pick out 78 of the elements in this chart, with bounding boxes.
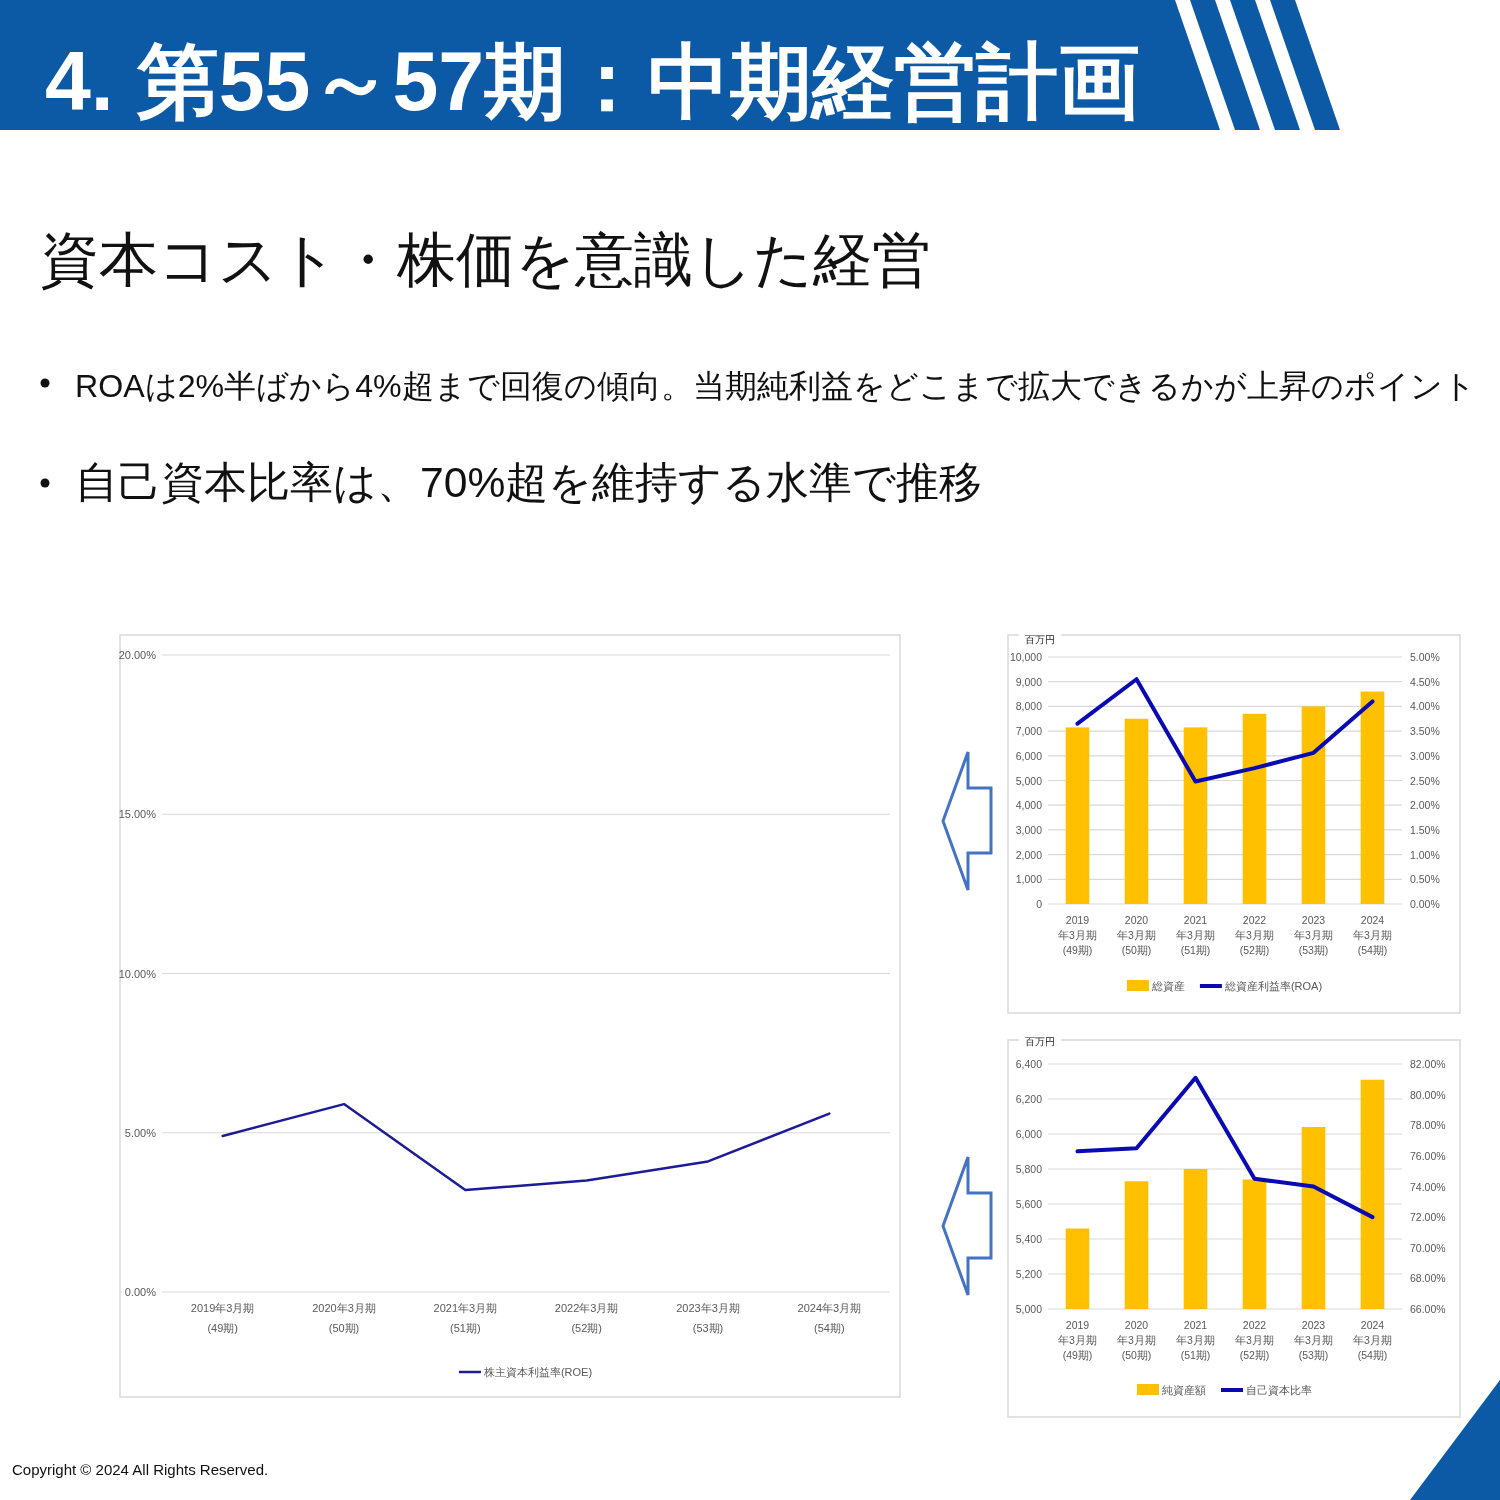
y-axis-title: 百万円 — [1025, 634, 1055, 645]
y2-tick-label: 0.00% — [1410, 898, 1440, 910]
x-tick-label: 2023年3月期 (53期) — [1294, 1319, 1333, 1361]
y-tick-label: 2,000 — [1015, 848, 1043, 861]
y-tick-label: 7,000 — [1015, 725, 1043, 738]
y-tick-label: 15.00% — [118, 808, 157, 821]
y-tick-label: 0.00% — [124, 1286, 157, 1298]
y-tick-label: 9,000 — [1015, 675, 1043, 688]
x-tick-label: 2021年3月期 (51期) — [433, 1302, 498, 1334]
x-tick-label: 2019年3月期 (49期) — [1058, 1319, 1097, 1361]
y2-tick-label: 76.00% — [1410, 1149, 1446, 1162]
legend-label: 総資産利益率(ROA) — [1223, 980, 1323, 992]
y-tick-label: 10.00% — [118, 967, 157, 980]
y-tick-label: 5,200 — [1015, 1268, 1043, 1280]
x-tick-label: 2020年3月期 (50期) — [1117, 914, 1156, 956]
x-tick-label: 2020年3月期 (50期) — [1117, 1319, 1156, 1361]
legend: 株主資本利益率(ROE) — [458, 1366, 593, 1378]
y2-tick-label: 72.00% — [1410, 1211, 1446, 1224]
y-tick-label: 0 — [1036, 898, 1043, 910]
x-tick-label: 2022年3月期 (52期) — [554, 1302, 619, 1334]
x-tick-label: 2022年3月期 (52期) — [1235, 914, 1274, 956]
x-tick-label: 2024年3月期 (54期) — [1353, 1319, 1392, 1361]
y2-tick-label: 78.00% — [1410, 1119, 1446, 1132]
y-tick-label: 10,000 — [1009, 651, 1043, 663]
y-tick-label: 3,000 — [1015, 823, 1043, 836]
y-tick-label: 5,000 — [1015, 774, 1043, 787]
y2-tick-label: 1.00% — [1410, 848, 1440, 861]
text: 資本コスト・株価を意識した経営 — [40, 226, 931, 293]
y-tick-label: 5.00% — [124, 1126, 157, 1139]
legend-label: 純資産額 — [1162, 1384, 1206, 1396]
y2-tick-label: 3.50% — [1410, 725, 1440, 738]
y2-tick-label: 4.50% — [1410, 675, 1440, 688]
text: ROAは2%半ばから4%超まで回復の傾向。当期純利益をどこまで拡大できるかが上昇のポイント — [75, 368, 1476, 404]
y2-tick-label: 1.50% — [1410, 823, 1440, 836]
y2-tick-label: 5.00% — [1410, 651, 1440, 663]
y2-tick-label: 70.00% — [1410, 1241, 1446, 1254]
x-tick-label: 2023年3月期 (53期) — [1294, 914, 1333, 956]
text: 4. 第55～57期：中期経営計画 — [45, 35, 1141, 127]
y-tick-label: 5,400 — [1015, 1233, 1043, 1245]
y2-tick-label: 66.00% — [1410, 1303, 1446, 1315]
y-tick-label: 8,000 — [1015, 700, 1043, 713]
y-tick-label: 6,400 — [1015, 1058, 1043, 1070]
x-tick-label: 2021年3月期 (51期) — [1176, 914, 1215, 956]
y-axis-title: 百万円 — [1025, 1036, 1055, 1047]
y-tick-label: 1,000 — [1015, 873, 1043, 886]
x-tick-label: 2021年3月期 (51期) — [1176, 1319, 1215, 1361]
x-tick-label: 2019年3月期 (49期) — [190, 1302, 255, 1334]
x-tick-label: 2024年3月期 (54期) — [797, 1302, 862, 1334]
line-series — [1075, 1075, 1375, 1220]
y2-tick-label: 82.00% — [1410, 1058, 1446, 1070]
y-tick-label: 4,000 — [1015, 799, 1043, 812]
y-tick-label: 5,600 — [1015, 1198, 1043, 1210]
x-tick-label: 2019年3月期 (49期) — [1058, 914, 1097, 956]
y-tick-label: 5,000 — [1015, 1303, 1043, 1315]
y-tick-label: 6,000 — [1015, 749, 1043, 762]
legend-label: 株主資本利益率(ROE) — [482, 1366, 593, 1378]
legend-label: 自己資本比率 — [1246, 1384, 1312, 1396]
y2-tick-label: 2.50% — [1410, 774, 1440, 787]
y-tick-label: 6,200 — [1015, 1093, 1043, 1105]
y2-tick-label: 4.00% — [1410, 700, 1440, 713]
legend-label: 総資産 — [1150, 980, 1185, 992]
y2-tick-label: 68.00% — [1410, 1272, 1446, 1285]
line-series — [1075, 677, 1375, 784]
x-tick-label: 2023年3月期 (53期) — [676, 1302, 740, 1334]
y2-tick-label: 74.00% — [1410, 1180, 1446, 1193]
y-tick-label: 20.00% — [118, 649, 157, 661]
x-tick-label: 2022年3月期 (52期) — [1235, 1319, 1274, 1361]
y-tick-label: 5,800 — [1015, 1163, 1043, 1175]
x-tick-label: 2020年3月期 (50期) — [312, 1302, 376, 1334]
line-series — [221, 1102, 831, 1192]
y2-tick-label: 3.00% — [1410, 749, 1440, 762]
x-tick-label: 2024年3月期 (54期) — [1353, 914, 1392, 956]
y2-tick-label: 0.50% — [1410, 873, 1440, 886]
text: 自己資本比率は、70%超を維持する水準で推移 — [75, 458, 983, 506]
y2-tick-label: 80.00% — [1410, 1088, 1446, 1101]
y2-tick-label: 2.00% — [1410, 799, 1440, 812]
y-tick-label: 6,000 — [1015, 1128, 1043, 1140]
text: Copyright © 2024 All Rights Reserved. — [12, 1461, 269, 1478]
